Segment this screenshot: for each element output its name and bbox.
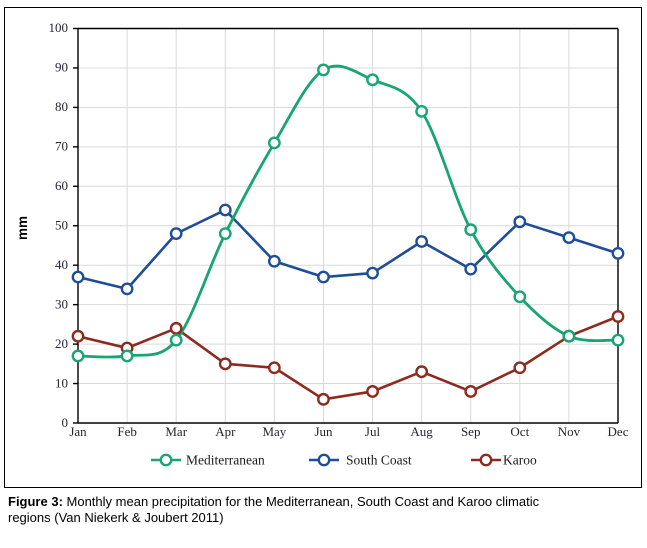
svg-text:mm: mm xyxy=(15,216,30,240)
svg-text:Karoo: Karoo xyxy=(503,453,537,468)
svg-text:70: 70 xyxy=(55,139,68,154)
svg-text:0: 0 xyxy=(62,415,69,430)
svg-text:80: 80 xyxy=(55,99,68,114)
svg-text:Apr: Apr xyxy=(215,424,236,439)
svg-text:10: 10 xyxy=(55,376,68,391)
svg-text:Oct: Oct xyxy=(510,424,529,439)
svg-text:50: 50 xyxy=(55,218,68,233)
svg-text:Dec: Dec xyxy=(608,424,629,439)
svg-text:Feb: Feb xyxy=(117,424,137,439)
svg-text:40: 40 xyxy=(55,257,68,272)
svg-text:Aug: Aug xyxy=(410,424,433,439)
svg-text:30: 30 xyxy=(55,297,68,312)
svg-text:100: 100 xyxy=(49,20,69,35)
svg-text:Mar: Mar xyxy=(165,424,187,439)
svg-text:60: 60 xyxy=(55,178,68,193)
svg-text:Mediterranean: Mediterranean xyxy=(186,453,265,468)
svg-text:Jul: Jul xyxy=(365,424,381,439)
svg-text:Jun: Jun xyxy=(314,424,333,439)
svg-text:20: 20 xyxy=(55,336,68,351)
svg-text:Nov: Nov xyxy=(558,424,581,439)
svg-text:90: 90 xyxy=(55,60,68,75)
svg-text:Jan: Jan xyxy=(69,424,87,439)
svg-text:Sep: Sep xyxy=(461,424,481,439)
svg-text:South Coast: South Coast xyxy=(346,453,412,468)
svg-text:May: May xyxy=(262,424,286,439)
